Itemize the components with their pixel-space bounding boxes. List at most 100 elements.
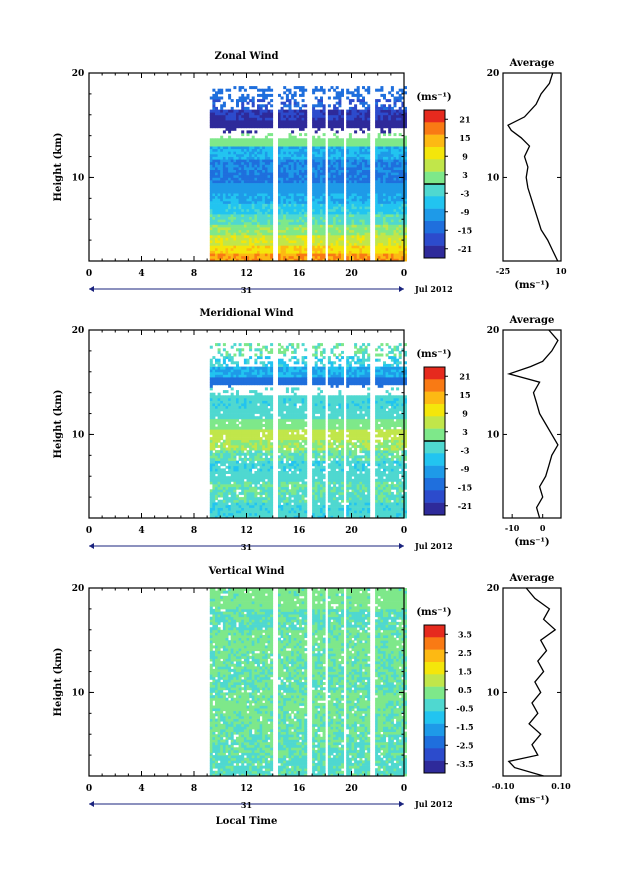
heatmap-cell — [268, 110, 271, 113]
heatmap-cell — [215, 112, 218, 115]
heatmap-cell — [233, 398, 236, 401]
heatmap-cell — [346, 170, 349, 173]
heatmap-cell — [223, 450, 226, 453]
heatmap-cell — [220, 474, 223, 477]
heatmap-cell — [320, 224, 323, 227]
heatmap-cell — [218, 232, 221, 235]
heatmap-cell — [375, 243, 378, 246]
heatmap-cell — [244, 432, 247, 435]
heatmap-cell — [391, 211, 394, 214]
heatmap-cell — [291, 219, 294, 222]
heatmap-cell — [239, 125, 242, 128]
heatmap-cell — [212, 175, 215, 178]
heatmap-cell — [254, 222, 257, 225]
heatmap-cell — [270, 110, 273, 113]
heatmap-cell — [260, 193, 263, 196]
heatmap-cell — [218, 201, 221, 204]
heatmap-cell — [346, 183, 349, 186]
heatmap-cell — [218, 112, 221, 115]
heatmap-cell — [386, 230, 389, 233]
heatmap-cell — [215, 248, 218, 251]
heatmap-cell — [396, 227, 399, 230]
heatmap-cell — [215, 224, 218, 227]
heatmap-cell — [239, 432, 242, 435]
heatmap-cell — [241, 440, 244, 443]
heatmap-cell — [362, 193, 365, 196]
heatmap-cell — [254, 196, 257, 199]
heatmap-cell — [249, 445, 252, 448]
heatmap-cell — [249, 356, 252, 359]
heatmap-cell — [226, 502, 229, 505]
heatmap-cell — [317, 149, 320, 152]
heatmap-cell — [315, 198, 318, 201]
heatmap-cell — [296, 222, 299, 225]
heatmap-cell — [210, 453, 213, 456]
heatmap-cell — [357, 209, 360, 212]
heatmap-cell — [218, 245, 221, 248]
heatmap-cell — [349, 193, 352, 196]
heatmap-cell — [299, 157, 302, 160]
heatmap-cell — [241, 112, 244, 115]
heatmap-cell — [323, 227, 326, 230]
heatmap-cell — [278, 232, 281, 235]
heatmap-cell — [228, 162, 231, 165]
heatmap-cell — [320, 170, 323, 173]
heatmap-cell — [283, 191, 286, 194]
heatmap-cell — [315, 185, 318, 188]
heatmap-cell — [365, 198, 368, 201]
heatmap-cell — [244, 427, 247, 430]
heatmap-cell — [233, 151, 236, 154]
heatmap-cell — [218, 411, 221, 414]
heatmap-cell — [262, 185, 265, 188]
heatmap-cell — [380, 232, 383, 235]
heatmap-cell — [215, 154, 218, 157]
heatmap-cell — [270, 159, 273, 162]
heatmap-cell — [212, 364, 215, 367]
heatmap-cell — [257, 99, 260, 102]
heatmap-cell — [380, 243, 383, 246]
heatmap-cell — [323, 164, 326, 167]
heatmap-cell — [396, 159, 399, 162]
heatmap-cell — [236, 240, 239, 243]
heatmap-cell — [391, 180, 394, 183]
heatmap-cell — [244, 369, 247, 372]
heatmap-cell — [396, 232, 399, 235]
heatmap-cell — [359, 193, 362, 196]
heatmap-cell — [383, 232, 386, 235]
heatmap-cell — [241, 133, 244, 136]
heatmap-cell — [341, 219, 344, 222]
heatmap-cell — [218, 251, 221, 254]
heatmap-cell — [223, 419, 226, 422]
heatmap-cell — [286, 144, 289, 147]
heatmap-cell — [328, 175, 331, 178]
heatmap-cell — [257, 198, 260, 201]
heatmap-cell — [226, 253, 229, 256]
heatmap-cell — [236, 497, 239, 500]
heatmap-cell — [260, 162, 263, 165]
heatmap-cell — [220, 115, 223, 118]
heatmap-cell — [233, 406, 236, 409]
heatmap-cell — [226, 437, 229, 440]
heatmap-cell — [218, 162, 221, 165]
heatmap-cell — [239, 144, 242, 147]
heatmap-cell — [226, 217, 229, 220]
heatmap-cell — [268, 245, 271, 248]
heatmap-cell — [252, 193, 255, 196]
heatmap-cell — [247, 245, 250, 248]
heatmap-cell — [218, 380, 221, 383]
heatmap-cell — [286, 154, 289, 157]
heatmap-cell — [220, 458, 223, 461]
heatmap-cell — [218, 183, 221, 186]
heatmap-cell — [220, 432, 223, 435]
heatmap-cell — [312, 193, 315, 196]
heatmap-cell — [388, 193, 391, 196]
heatmap-cell — [249, 238, 252, 241]
heatmap-cell — [215, 206, 218, 209]
heatmap-cell — [341, 209, 344, 212]
heatmap-cell — [231, 230, 234, 233]
heatmap-cell — [391, 217, 394, 220]
heatmap-cell — [294, 159, 297, 162]
heatmap-cell — [294, 177, 297, 180]
heatmap-cell — [231, 204, 234, 207]
heatmap-cell — [210, 455, 213, 458]
